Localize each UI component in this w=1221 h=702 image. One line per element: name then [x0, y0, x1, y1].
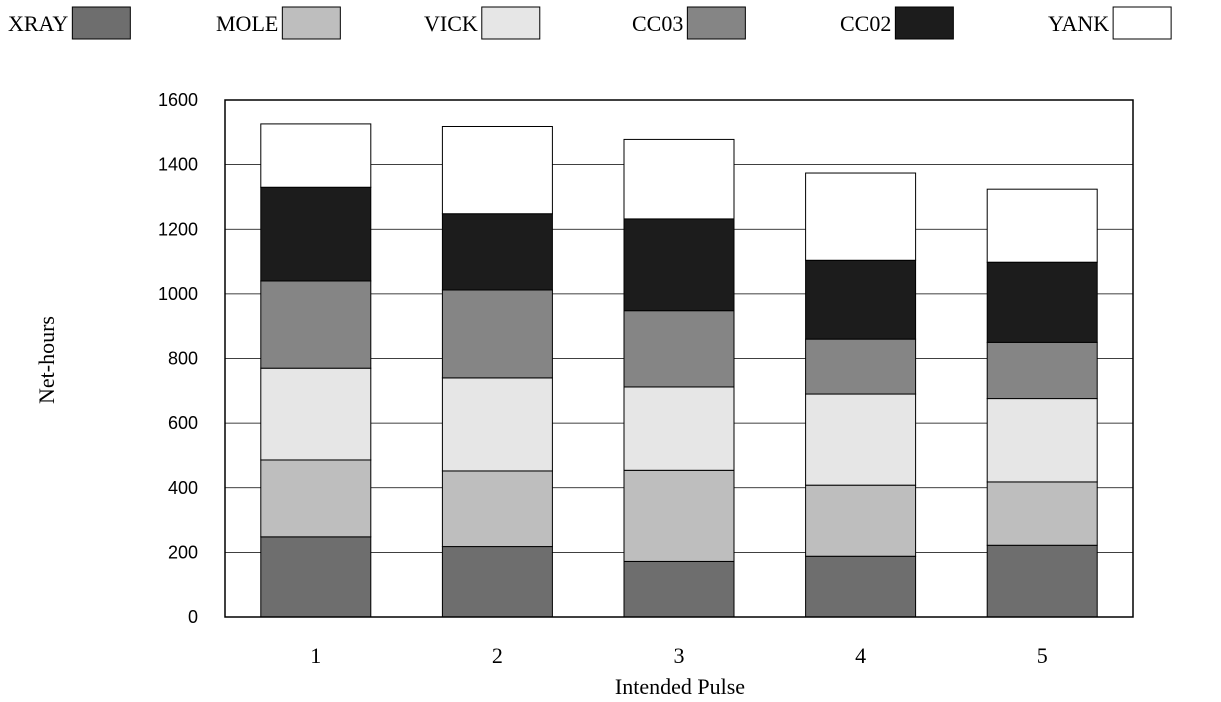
legend-swatch [686, 6, 746, 40]
bar-segment-yank [623, 138, 735, 220]
bar-segment-vick [441, 377, 553, 472]
legend-item-cc03: CC03 [632, 6, 746, 40]
bar-segment-cc02 [986, 261, 1098, 343]
bars [260, 123, 1098, 618]
bar-segment-yank [986, 188, 1098, 263]
legend-label: XRAY [8, 11, 68, 36]
y-tick-label: 400 [168, 478, 198, 498]
bar-segment-xray [441, 546, 553, 618]
legend-item-xray: XRAY [8, 6, 131, 40]
y-tick-label: 200 [168, 542, 198, 562]
y-tick-label: 1600 [158, 90, 198, 110]
y-tick-label: 0 [188, 607, 198, 627]
bar-segment-cc03 [260, 280, 372, 369]
legend-swatch [281, 6, 341, 40]
bar-segment-mole [805, 484, 917, 557]
y-tick-label: 600 [168, 413, 198, 433]
legend-item-vick: VICK [424, 6, 541, 40]
bar-segment-vick [805, 393, 917, 486]
bar-segment-cc02 [623, 218, 735, 312]
x-tick-label: 2 [492, 643, 503, 668]
bar-segment-xray [805, 555, 917, 618]
y-tick-label: 1200 [158, 219, 198, 239]
bar-segment-mole [986, 481, 1098, 546]
legend-label: CC03 [632, 11, 683, 36]
y-tick-label: 800 [168, 349, 198, 369]
bar-segment-vick [260, 367, 372, 461]
bar-segment-yank [805, 172, 917, 261]
bar-segment-vick [986, 398, 1098, 483]
legend-label: VICK [424, 11, 478, 36]
bar-segment-yank [260, 123, 372, 188]
legend-label: YANK [1048, 11, 1109, 36]
y-tick-labels: 0 200 400 600 800 1000 1200 1400 1600 [158, 90, 198, 627]
bar-segment-xray [623, 560, 735, 618]
bar-segment-cc03 [986, 341, 1098, 400]
bar-segment-mole [441, 470, 553, 548]
bar-segment-cc03 [623, 310, 735, 388]
bar-segment-cc02 [805, 259, 917, 340]
bar-segment-cc02 [260, 186, 372, 282]
legend-item-cc02: CC02 [840, 6, 954, 40]
x-tick-labels: 1 2 3 4 5 [310, 643, 1047, 668]
x-axis-label: Intended Pulse [615, 674, 745, 699]
bar-segment-cc03 [805, 338, 917, 395]
legend-label: CC02 [840, 11, 891, 36]
x-tick-label: 4 [855, 643, 866, 668]
y-tick-label: 1400 [158, 155, 198, 175]
legend: XRAY MOLE VICK CC03 CC02 YANK [8, 6, 1172, 40]
x-tick-label: 5 [1037, 643, 1048, 668]
bar-segment-vick [623, 386, 735, 471]
bar-segment-yank [441, 125, 553, 215]
bar-segment-mole [623, 469, 735, 562]
plot-frame [224, 99, 1134, 618]
legend-label: MOLE [216, 11, 278, 36]
x-tick-label: 1 [310, 643, 321, 668]
bar-segment-mole [260, 459, 372, 538]
legend-item-yank: YANK [1048, 6, 1172, 40]
y-axis-label: Net-hours [34, 316, 59, 404]
legend-swatch [481, 6, 541, 40]
bar-segment-xray [986, 544, 1098, 618]
bar-segment-xray [260, 536, 372, 618]
legend-item-mole: MOLE [216, 6, 341, 40]
x-tick-label: 3 [674, 643, 685, 668]
y-tick-label: 1000 [158, 284, 198, 304]
legend-swatch [1112, 6, 1172, 40]
bar-segment-cc03 [441, 289, 553, 379]
legend-swatch [894, 6, 954, 40]
bar-segment-cc02 [441, 213, 553, 291]
legend-swatch [71, 6, 131, 40]
